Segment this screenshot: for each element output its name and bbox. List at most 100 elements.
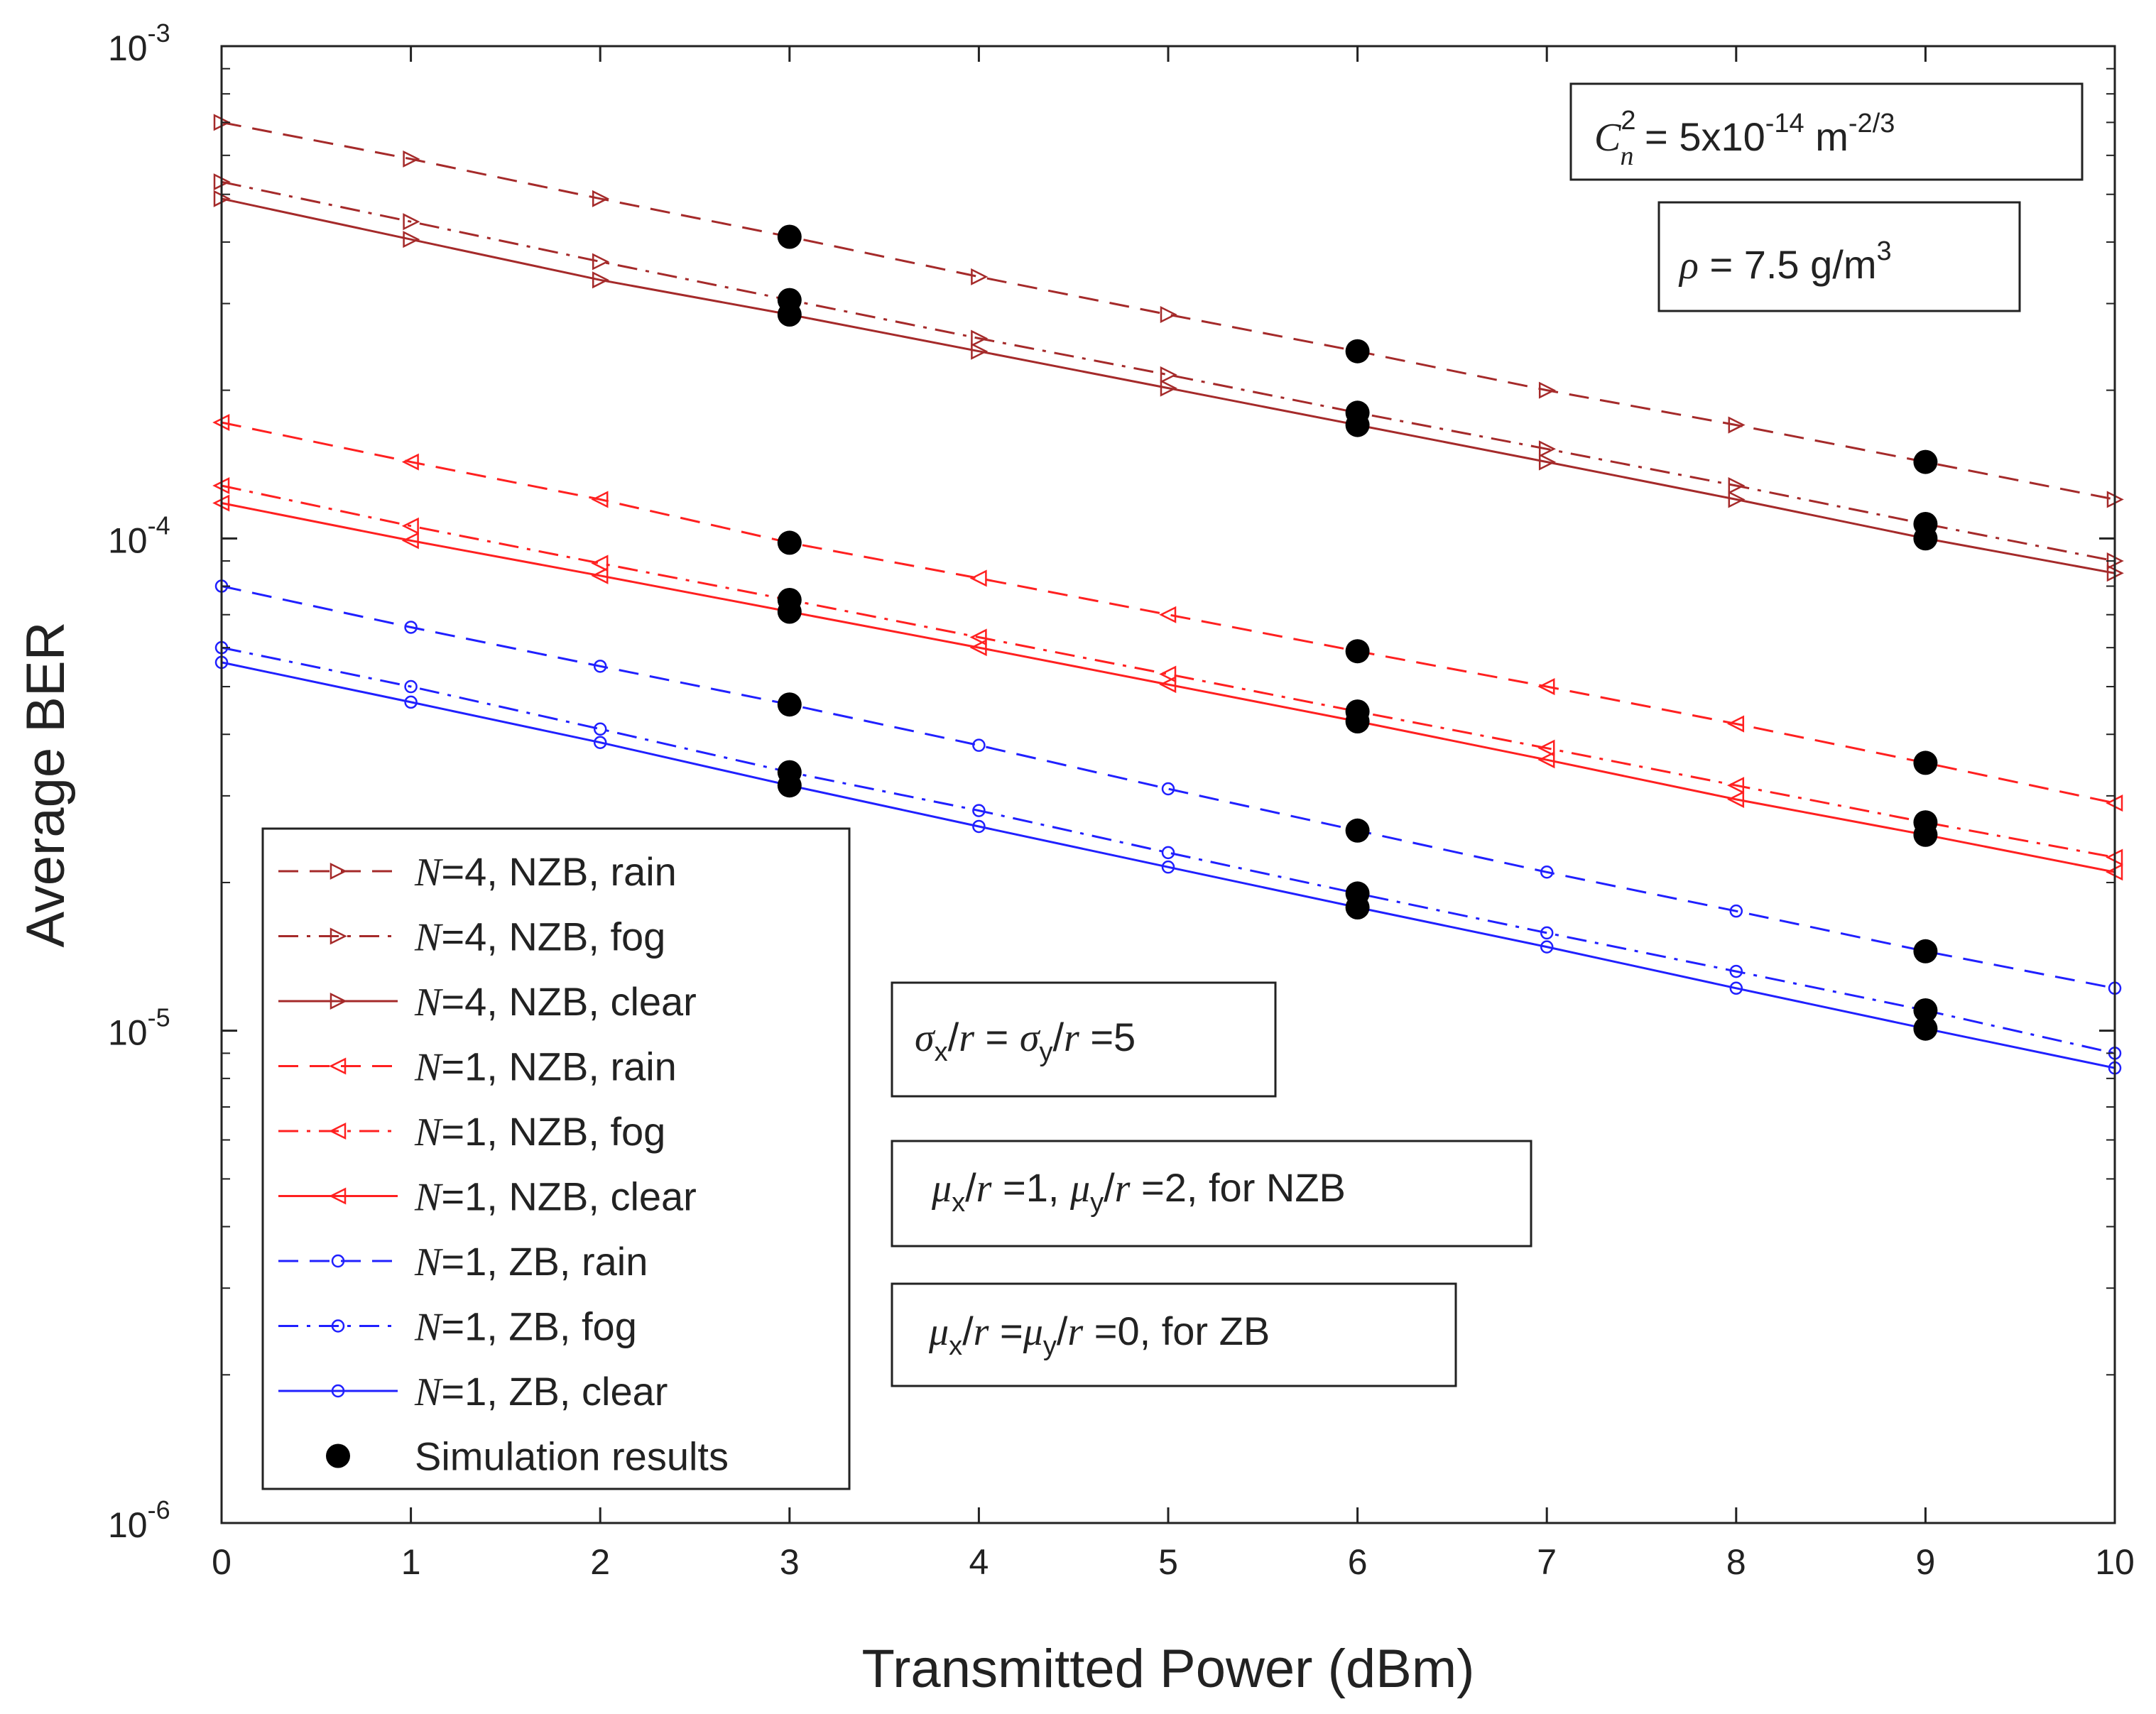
series-point xyxy=(401,453,419,471)
series-point xyxy=(1160,379,1177,397)
y-tick-label: 10-6 xyxy=(108,1495,170,1545)
simulation-point xyxy=(1913,822,1938,847)
legend-item: N=4, NZB, clear xyxy=(278,979,697,1025)
x-tick-label: 8 xyxy=(1726,1542,1746,1582)
series-point xyxy=(403,213,420,231)
simulation-point xyxy=(1345,895,1370,919)
legend-marker xyxy=(329,1057,347,1075)
cn2-unit: m xyxy=(1804,114,1849,159)
sigma-y-sub: y xyxy=(1039,1037,1052,1067)
series-point xyxy=(1537,751,1555,769)
series-point xyxy=(1540,940,1554,954)
series-point xyxy=(971,342,989,360)
series-point xyxy=(1160,305,1177,323)
series-5 xyxy=(212,476,2123,866)
series-line xyxy=(221,502,2116,873)
simulation-point xyxy=(777,599,802,624)
legend-marker xyxy=(330,992,347,1010)
series-point xyxy=(1538,453,1556,471)
annotation-mu-zb: μx/r =μy/r =0, for ZB xyxy=(891,1282,1457,1387)
x-tick-label: 4 xyxy=(969,1542,989,1582)
mu-nzb-tail: =2, for NZB xyxy=(1130,1165,1345,1210)
mu-zb-tail: =0, for ZB xyxy=(1083,1309,1270,1353)
series-line xyxy=(221,661,2116,1069)
mu-nzb-x-r: r xyxy=(976,1167,992,1211)
simulation-point xyxy=(1913,526,1938,551)
series-point xyxy=(1728,476,1746,495)
annotation-sigma-box xyxy=(891,981,1277,1098)
legend-item: N=1, NZB, fog xyxy=(278,1109,665,1155)
legend-marker xyxy=(331,1319,345,1333)
series-point xyxy=(1537,739,1555,757)
legend-box xyxy=(261,827,851,1490)
simulation-point xyxy=(777,302,802,327)
series-point xyxy=(1538,440,1556,458)
series-point xyxy=(1729,964,1743,978)
series-point xyxy=(1729,904,1743,918)
legend-item: N=1, ZB, rain xyxy=(278,1239,648,1284)
legend-item: N=4, NZB, fog xyxy=(278,915,665,960)
series-point xyxy=(1159,606,1177,623)
series-point xyxy=(591,555,609,572)
series-line xyxy=(221,121,2116,501)
cn2-sub: n xyxy=(1621,141,1634,171)
annotation-mu-nzb-box xyxy=(891,1140,1532,1248)
sigma-x-sub: x xyxy=(935,1037,948,1067)
series-point xyxy=(1540,926,1554,940)
annotation-rho-box xyxy=(1657,201,2021,312)
x-tick-label: 6 xyxy=(1348,1542,1368,1582)
y-tick-label: 10-3 xyxy=(108,18,170,68)
legend-marker xyxy=(329,1122,347,1140)
legend-simulation-marker xyxy=(326,1443,350,1468)
svg-text:μx/r =μy/r =0, for ZB: μx/r =μy/r =0, for ZB xyxy=(928,1309,1270,1361)
mu-nzb-y-sub: y xyxy=(1090,1188,1104,1218)
annotation-mu-nzb: μx/r =1, μy/r =2, for NZB xyxy=(891,1140,1532,1248)
mu-zb-x-sub: x xyxy=(949,1331,962,1361)
simulation-point xyxy=(1913,449,1938,474)
x-tick-label: 7 xyxy=(1537,1542,1557,1582)
cn2-unit-exp: -2/3 xyxy=(1849,109,1895,138)
mu-zb-y-r: r xyxy=(1067,1310,1083,1354)
simulation-point xyxy=(1913,998,1938,1022)
sigma-y-r: r xyxy=(1064,1016,1079,1060)
series-point xyxy=(593,736,607,749)
series-point xyxy=(1727,790,1745,808)
simulation-point xyxy=(1345,639,1370,664)
simulation-point xyxy=(777,773,802,798)
legend-item: N=1, NZB, rain xyxy=(278,1044,677,1090)
series-point xyxy=(971,329,989,347)
legend-item: N=1, NZB, clear xyxy=(278,1174,697,1220)
x-tick-label: 5 xyxy=(1158,1542,1178,1582)
series-point xyxy=(592,271,609,289)
series-point xyxy=(1159,676,1177,694)
mu-nzb-y-r: r xyxy=(1115,1167,1131,1211)
cn2-text: = 5x10 xyxy=(1634,114,1765,159)
legend: N=4, NZB, rain N=4, NZB, fog N=4, NZB, cle… xyxy=(261,827,851,1490)
y-tick-label: 10-5 xyxy=(108,1003,170,1053)
sigma-x-symbol: σ xyxy=(915,1016,936,1060)
cn2-exp: -14 xyxy=(1765,109,1804,138)
series-point xyxy=(401,532,419,550)
legend-label: N=1, NZB, rain xyxy=(414,1044,677,1090)
simulation-point xyxy=(1345,709,1370,733)
legend-marker xyxy=(329,1187,347,1205)
legend-marker xyxy=(330,862,347,880)
series-point xyxy=(593,660,607,673)
series-point xyxy=(1728,491,1746,508)
mu-zb-x-value: = xyxy=(989,1309,1023,1353)
series-point xyxy=(969,628,987,646)
simulation-point xyxy=(777,692,802,717)
mu-nzb-x-sub: x xyxy=(952,1188,965,1218)
series-line xyxy=(221,585,2116,990)
simulation-point xyxy=(1345,339,1370,364)
svg-text:C2n = 5x10-14 m-2/3: C2 n = 5x10-14 m-2/3 xyxy=(1594,106,1895,171)
sigma-y-slash: / xyxy=(1052,1015,1064,1059)
legend-item: N=4, NZB, rain xyxy=(278,849,677,895)
series-point xyxy=(403,150,420,168)
simulation-point xyxy=(1913,1016,1938,1041)
y-axis-title: Average BER xyxy=(16,621,76,947)
legend-label: N=1, NZB, fog xyxy=(414,1109,665,1155)
simulation-point xyxy=(1345,818,1370,843)
annotation-sigma: σx/r = σy/r =5 xyxy=(891,981,1277,1098)
